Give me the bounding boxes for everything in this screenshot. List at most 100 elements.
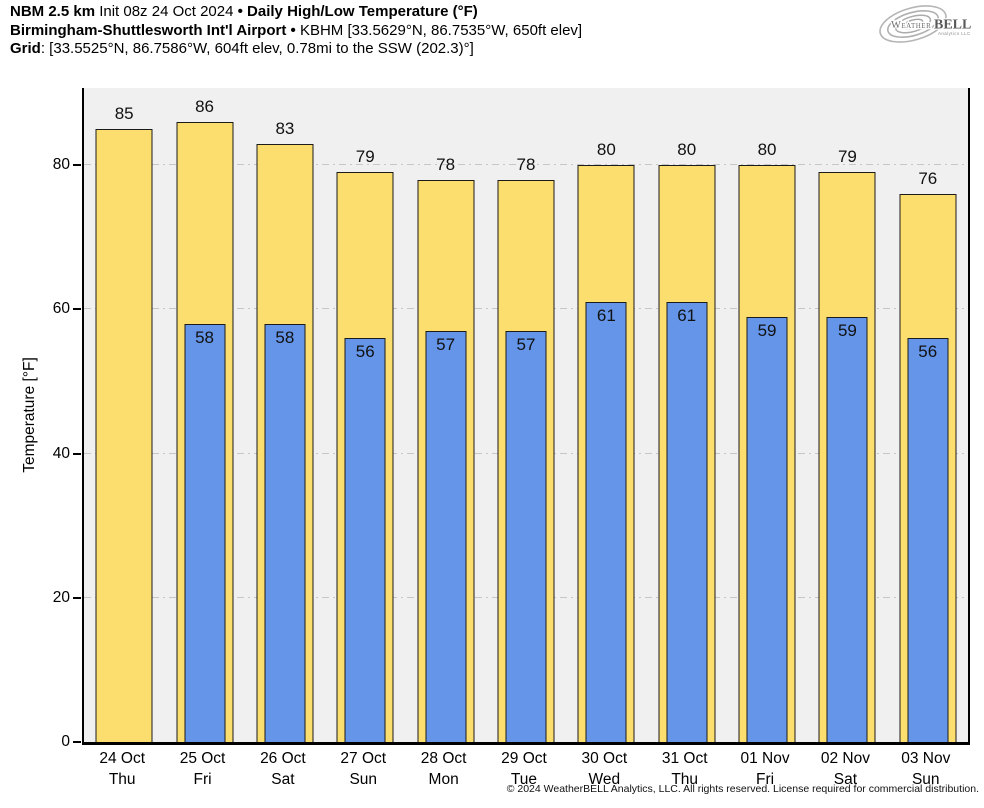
- y-tick-mark: [73, 308, 81, 311]
- y-tick-label: 80: [52, 156, 70, 174]
- x-tick-label: 26 Oct Sat: [243, 749, 323, 790]
- y-tick-label: 20: [52, 588, 70, 606]
- y-tick-mark: [73, 741, 81, 743]
- y-tick-label: 60: [52, 300, 70, 318]
- x-tick-date: 24 Oct: [99, 750, 146, 767]
- plot-area: 85 86 58 83 58 79 56 78 57 78 57 80 61 80 61 80 59 79 59 76…: [82, 88, 970, 745]
- y-tick-mark: [73, 596, 81, 599]
- low-value-label: 61: [596, 306, 616, 326]
- x-tick-day: Tue: [510, 770, 538, 788]
- logo-text-weather: Weather: [891, 20, 931, 31]
- x-tick-label: 31 Oct Thu: [645, 749, 725, 790]
- low-bar: 56: [344, 338, 386, 742]
- x-tick-date: 25 Oct: [179, 750, 226, 767]
- x-tick-date: 31 Oct: [661, 750, 708, 767]
- model-name: NBM 2.5 km: [10, 3, 96, 20]
- high-bar: [95, 129, 153, 742]
- low-value-label: 56: [918, 342, 938, 362]
- bar-group: 86 58: [164, 88, 244, 742]
- low-bar: 61: [585, 302, 627, 742]
- x-tick-label: 24 Oct Thu: [82, 749, 162, 790]
- x-tick-day: Sun: [349, 770, 378, 788]
- bar-group: 78 57: [405, 88, 485, 742]
- x-tick-day: Thu: [108, 770, 136, 788]
- init-time: Init 08z 24 Oct 2024: [95, 3, 238, 20]
- bar-group: 85: [84, 88, 164, 742]
- x-tick-label: 30 Oct Wed: [564, 749, 644, 790]
- low-value-label: 56: [355, 342, 375, 362]
- x-tick-label: 28 Oct Mon: [403, 749, 483, 790]
- low-bar: 58: [264, 323, 306, 742]
- x-tick-day: Mon: [428, 770, 459, 788]
- y-tick-mark: [73, 452, 81, 455]
- station-name: Birmingham-Shuttlesworth Int'l Airport: [10, 21, 287, 39]
- x-tick-date: 27 Oct: [340, 750, 387, 767]
- x-tick-day: Fri: [756, 770, 775, 788]
- x-tick-date: 30 Oct: [581, 750, 628, 767]
- low-value-label: 57: [516, 335, 536, 354]
- weatherbell-logo: Weather BELL Analytics LLC: [868, 2, 980, 48]
- bar-group: 79 56: [325, 88, 405, 742]
- x-tick-label: 25 Oct Fri: [162, 749, 242, 790]
- x-tick-day: Wed: [588, 770, 621, 788]
- product-name: Daily High/Low Temperature (°F): [247, 3, 478, 20]
- station-details: KBHM [33.5629°N, 86.7535°W, 650ft elev]: [299, 21, 583, 39]
- low-value-label: 58: [275, 327, 295, 347]
- high-value-label: 80: [757, 140, 777, 160]
- x-axis: 24 Oct Thu 25 Oct Fri 26 Oct Sat 27 Oct Sun 28 O…: [82, 749, 966, 790]
- low-bar: 57: [425, 331, 467, 742]
- bar-group: 78 57: [486, 88, 566, 742]
- low-value-label: 59: [757, 320, 777, 340]
- title-line-1: NBM 2.5 km Init 08z 24 Oct 2024 • Daily …: [10, 3, 582, 22]
- y-tick-mark: [73, 164, 81, 167]
- low-value-label: 59: [837, 320, 857, 340]
- low-value-label: 57: [436, 335, 456, 354]
- x-tick-label: 03 Nov Sun: [886, 749, 966, 790]
- high-value-label: 80: [677, 140, 697, 160]
- bar-group: 83 58: [245, 88, 325, 742]
- low-bar: 59: [826, 316, 868, 742]
- x-tick-label: 01 Nov Fri: [725, 749, 805, 790]
- high-value-label: 79: [837, 147, 857, 167]
- x-tick-date: 28 Oct: [420, 750, 467, 767]
- x-tick-date: 01 Nov: [740, 750, 790, 767]
- x-tick-date: 02 Nov: [820, 750, 870, 767]
- x-tick-day: Sun: [911, 770, 940, 788]
- x-tick-label: 27 Oct Sun: [323, 749, 403, 790]
- logo-subtext: Analytics LLC: [938, 31, 971, 36]
- x-tick-day: Sat: [833, 770, 858, 788]
- title-line-2: Birmingham-Shuttlesworth Int'l Airport •…: [10, 22, 582, 41]
- high-value-label: 76: [918, 169, 938, 188]
- x-tick-date: 29 Oct: [501, 750, 547, 767]
- bar-group: 76 56: [888, 88, 968, 742]
- high-value-label: 78: [516, 154, 536, 174]
- high-value-label: 80: [596, 140, 616, 160]
- bar-group: 79 59: [807, 88, 887, 742]
- gridline: [84, 164, 968, 166]
- bar-group: 80 59: [727, 88, 807, 742]
- x-tick-day: Fri: [193, 770, 212, 788]
- chart-header: NBM 2.5 km Init 08z 24 Oct 2024 • Daily …: [10, 3, 582, 59]
- title-line-3: Grid: [33.5525°N, 86.7586°W, 604ft elev,…: [10, 40, 582, 59]
- hurricane-swirl-icon: Weather BELL Analytics LLC: [879, 5, 973, 43]
- x-tick-date: 03 Nov: [901, 750, 951, 767]
- low-bar: 56: [907, 338, 949, 742]
- low-value-label: 61: [677, 306, 697, 326]
- bar-group: 80 61: [566, 88, 646, 742]
- bar-group: 80 61: [647, 88, 727, 742]
- low-bar: 58: [184, 323, 226, 742]
- y-tick-label: 0: [61, 733, 70, 750]
- grid-details: : [33.5525°N, 86.7586°W, 604ft elev, 0.7…: [40, 40, 474, 57]
- x-tick-day: Thu: [671, 770, 699, 788]
- x-tick-date: 26 Oct: [260, 750, 306, 767]
- grid-label: Grid: [10, 40, 41, 57]
- copyright-text: © 2024 WeatherBELL Analytics, LLC. All r…: [506, 783, 979, 795]
- x-tick-label: 02 Nov Sat: [805, 749, 885, 790]
- separator-dot: •: [286, 21, 300, 39]
- low-bar: 57: [505, 331, 547, 742]
- y-tick-label: 40: [52, 444, 70, 462]
- separator-dot: •: [237, 3, 248, 20]
- x-tick-label: 29 Oct Tue: [484, 749, 564, 790]
- low-bar: 59: [746, 316, 788, 742]
